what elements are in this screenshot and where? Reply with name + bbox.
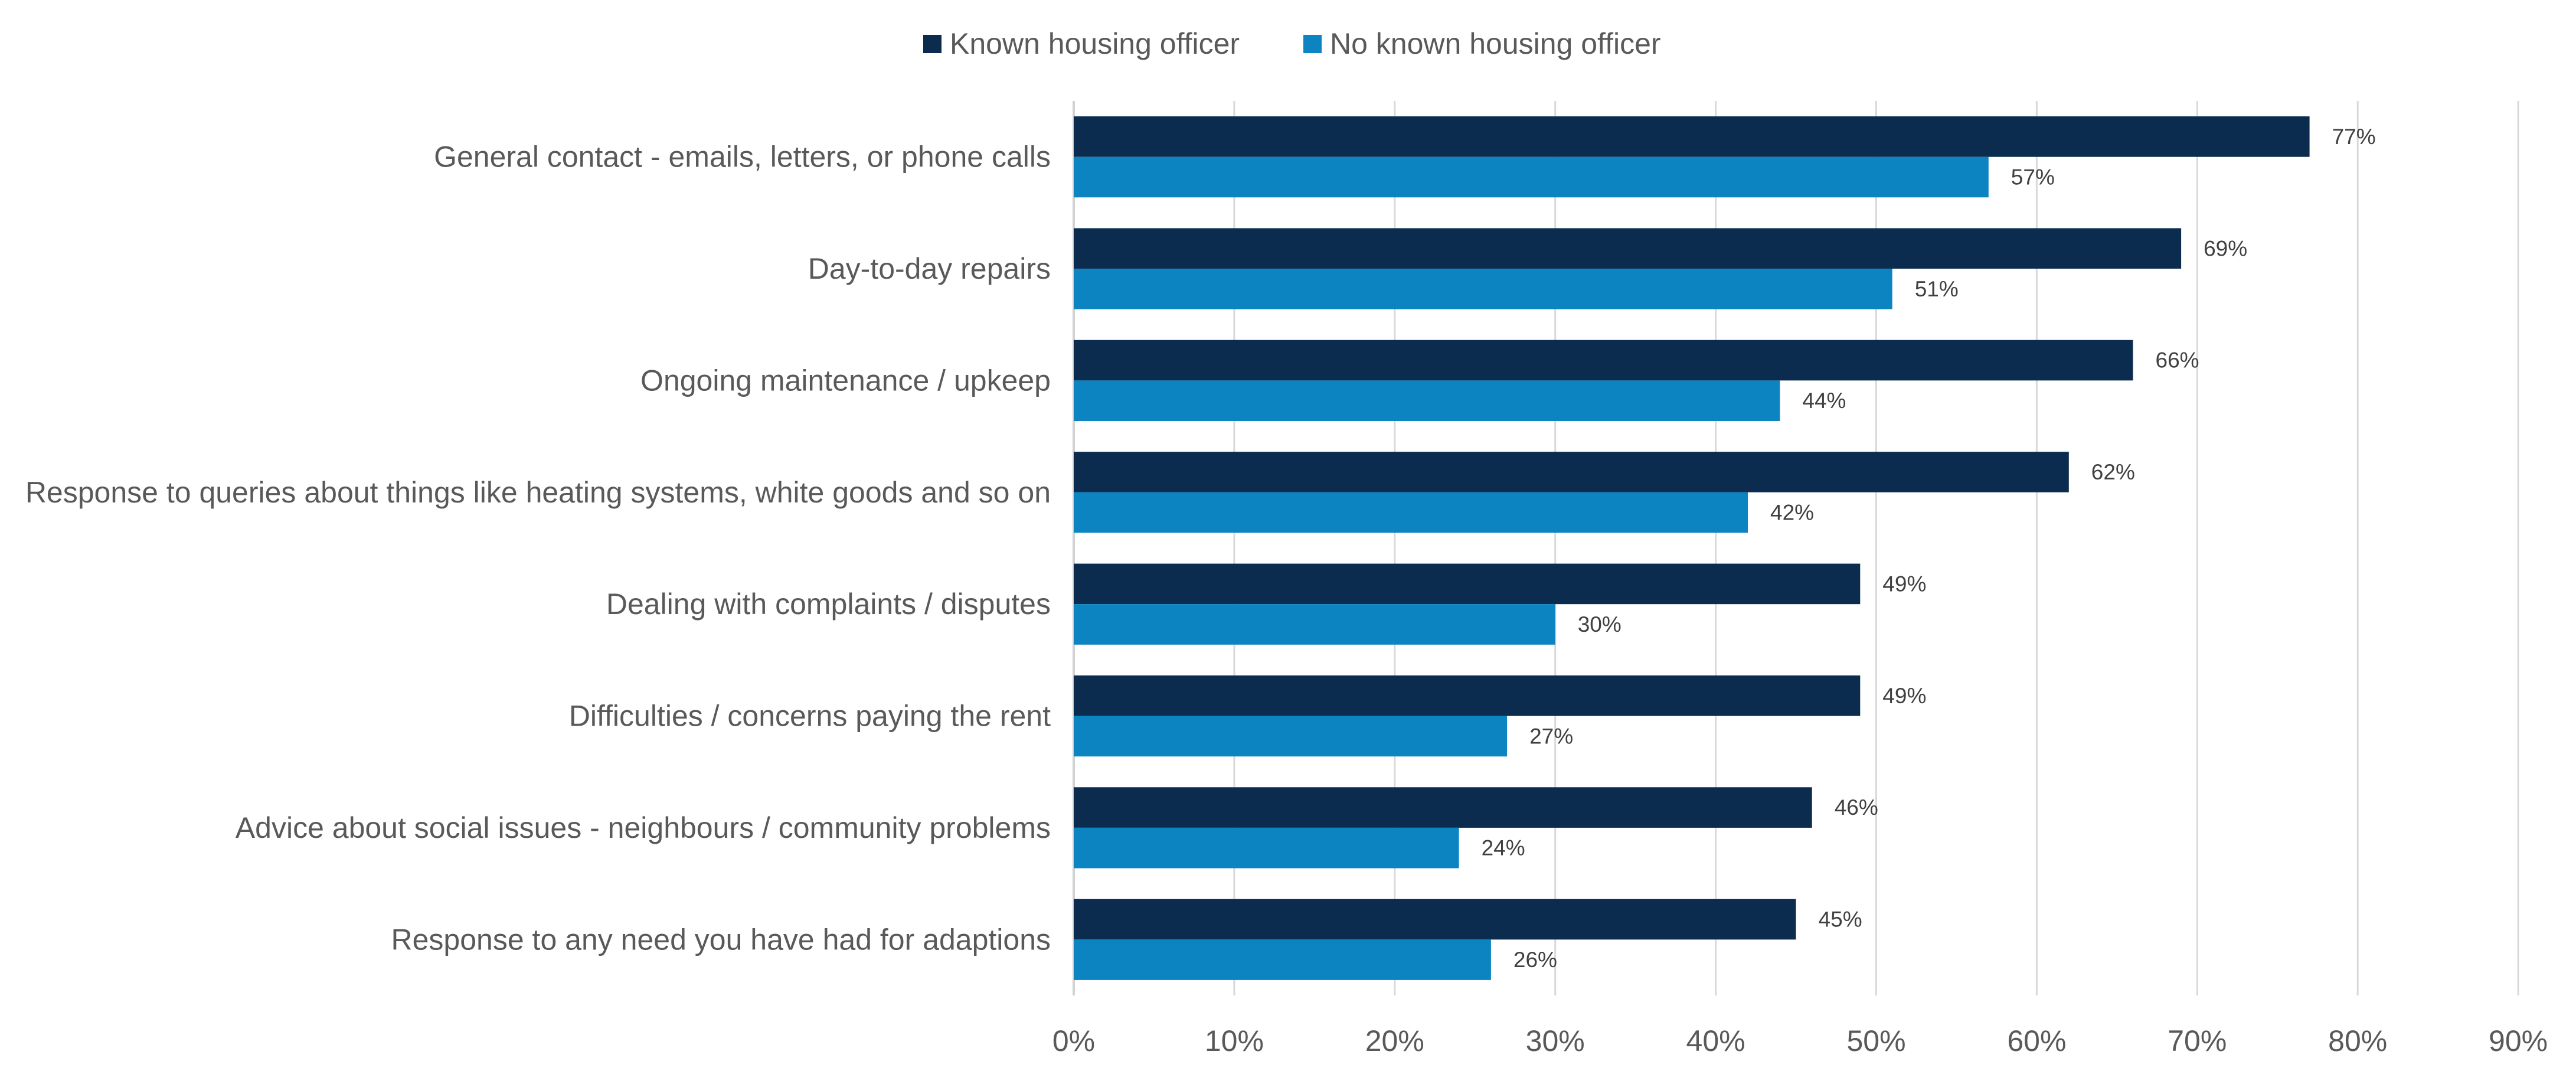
svg-text:44%: 44% [1802,389,1846,413]
svg-text:60%: 60% [2007,1024,2066,1057]
svg-text:Advice about social issues - n: Advice about social issues - neighbours … [236,811,1051,844]
svg-text:40%: 40% [1686,1024,1745,1057]
svg-text:26%: 26% [1513,948,1557,972]
svg-text:General contact - emails, lett: General contact - emails, letters, or ph… [434,141,1051,174]
svg-text:66%: 66% [2156,348,2199,373]
svg-text:24%: 24% [1482,836,1525,860]
svg-text:27%: 27% [1529,724,1573,748]
svg-text:30%: 30% [1578,612,1622,636]
svg-text:Response to queries about thin: Response to queries about things like he… [25,476,1051,509]
svg-text:30%: 30% [1526,1024,1585,1057]
svg-text:Difficulties / concerns paying: Difficulties / concerns paying the rent [569,700,1051,733]
svg-text:50%: 50% [1846,1024,1905,1057]
svg-text:Known housing officer: Known housing officer [950,27,1240,60]
svg-text:45%: 45% [1819,907,1862,932]
svg-text:90%: 90% [2489,1024,2548,1057]
svg-text:80%: 80% [2328,1024,2387,1057]
svg-text:Dealing with complaints / disp: Dealing with complaints / disputes [606,587,1051,621]
svg-text:49%: 49% [1882,684,1926,708]
svg-text:Ongoing maintenance / upkeep: Ongoing maintenance / upkeep [640,364,1051,397]
svg-text:42%: 42% [1770,501,1814,525]
svg-text:Day-to-day repairs: Day-to-day repairs [808,252,1051,285]
svg-text:10%: 10% [1205,1024,1264,1057]
svg-text:49%: 49% [1882,572,1926,596]
svg-text:57%: 57% [2011,165,2055,190]
svg-text:0%: 0% [1052,1024,1095,1057]
svg-text:46%: 46% [1835,795,1878,820]
svg-text:77%: 77% [2332,125,2376,149]
svg-text:No known housing officer: No known housing officer [1330,27,1661,60]
svg-text:70%: 70% [2168,1024,2227,1057]
svg-text:51%: 51% [1915,277,1959,301]
svg-text:20%: 20% [1365,1024,1424,1057]
svg-text:62%: 62% [2091,460,2135,484]
svg-text:Response to any need you have: Response to any need you have had for ad… [391,923,1051,956]
svg-text:69%: 69% [2204,236,2247,260]
